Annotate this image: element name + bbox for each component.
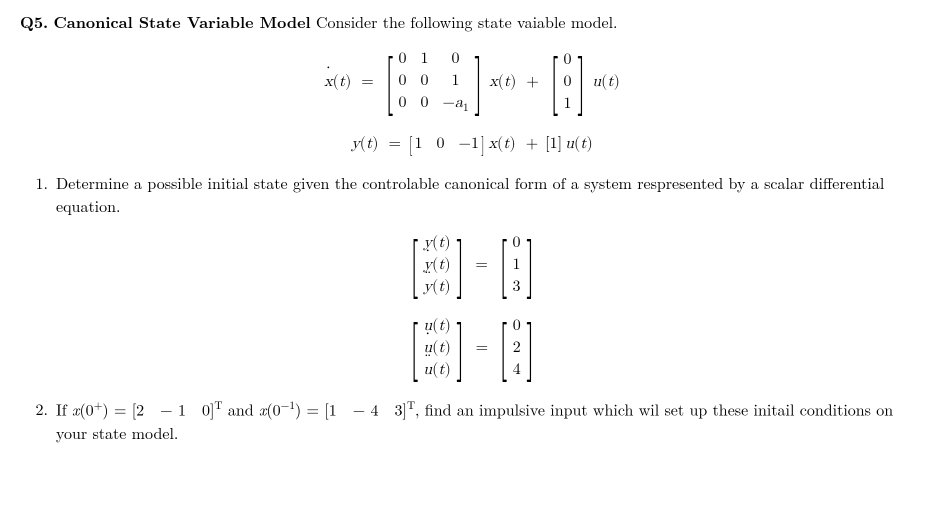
C-matrix: 1 0 −1 [413,132,479,157]
question-header: Q5. Canonical State Variable Model Consi… [20,10,924,33]
y-initial-equation: [ y(t) y(t) y(t) ] = [ 0 1 3 ] [20,231,924,300]
A-matrix: 010 001 00−a1 [397,47,469,118]
part-2-text: If x(0+) = [2 − 1 0]T and x(0−1) = [1 − … [56,397,924,443]
part-1-number: 1. [30,171,56,217]
output-equation: y(t) = [ 1 0 −1 ] x(t) + [1] u(t) [20,132,924,157]
part-1: 1. Determine a possible initial state gi… [20,171,924,217]
part-2-number: 2. [30,397,56,443]
part-1-text: Determine a possible initial state given… [56,171,924,217]
B-matrix: 0 0 1 [563,48,573,117]
u-initial-equation: [ u(t) u(t) u(t) ] = [ 0 2 4 ] [20,314,924,383]
question-label: Q5. [20,10,48,33]
part-2: 2. If x(0+) = [2 − 1 0]T and x(0−1) = [1… [20,397,924,443]
question-intro: Consider the following state vaiable mod… [316,10,618,33]
D-matrix: 1 [550,135,558,154]
question-title: Canonical State Variable Model [53,10,310,33]
state-equation: x(t) = [ 010 001 00−a1 ] x(t) + [ 0 0 1 … [20,47,924,118]
